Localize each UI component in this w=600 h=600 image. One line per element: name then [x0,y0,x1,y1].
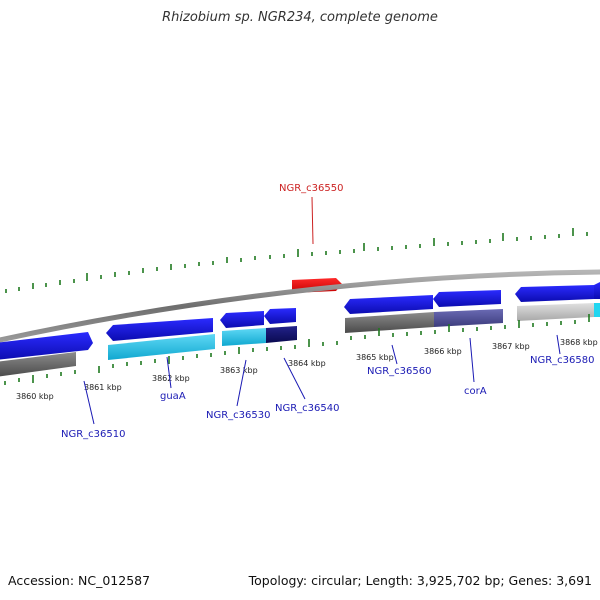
gene-label-ngr-c36550[interactable]: NGR_c36550 [279,183,344,194]
gene-label-ngr-c36580[interactable]: NGR_c36580 [530,355,595,366]
scale-label-3863: 3863 kbp [220,366,258,375]
gene-arrow-ngr-c36530[interactable] [220,311,264,328]
scale-label-3861: 3861 kbp [84,383,122,392]
gc-skew-track [5,228,588,293]
reverse-strand-genes [0,282,600,360]
scale-label-3867: 3867 kbp [492,342,530,351]
genome-backbone [0,269,600,343]
gene-arrow-guaa[interactable] [106,318,213,341]
gene-label-cora[interactable]: corA [464,386,487,397]
feature-blocks [0,303,600,377]
genome-summary: Topology: circular; Length: 3,925,702 bp… [248,573,592,588]
scale-labels: 3860 kbp 3861 kbp 3862 kbp 3863 kbp 3864… [16,338,598,401]
gene-label-guaa[interactable]: guaA [160,391,186,402]
gene-arrow-cora[interactable] [433,290,501,307]
gc-content-track [4,314,590,385]
gene-label-ngr-c36560[interactable]: NGR_c36560 [367,366,432,377]
gene-label-ngr-c36510[interactable]: NGR_c36510 [61,429,126,440]
gene-arrow-partial [594,282,600,299]
leader-lines [83,196,561,425]
gene-arrow-ngr-c36580[interactable] [515,285,594,302]
gene-label-ngr-c36540[interactable]: NGR_c36540 [275,403,340,414]
gene-arrow-ngr-c36510[interactable] [0,332,93,360]
scale-label-3865: 3865 kbp [356,353,394,362]
accession-label: Accession: NC_012587 [8,573,151,588]
scale-label-3868: 3868 kbp [560,338,598,347]
gene-arrow-ngr-c36540[interactable] [264,308,296,324]
scale-label-3866: 3866 kbp [424,347,462,356]
scale-label-3862: 3862 kbp [152,374,190,383]
gene-labels: NGR_c36510 guaA NGR_c36530 NGR_c36540 NG… [61,183,595,440]
scale-label-3860: 3860 kbp [16,392,54,401]
map-title: Rhizobium sp. NGR234, complete genome [162,10,438,25]
gene-arrow-ngr-c36560[interactable] [344,295,433,314]
gene-label-ngr-c36530[interactable]: NGR_c36530 [206,410,271,421]
scale-label-3864: 3864 kbp [288,359,326,368]
